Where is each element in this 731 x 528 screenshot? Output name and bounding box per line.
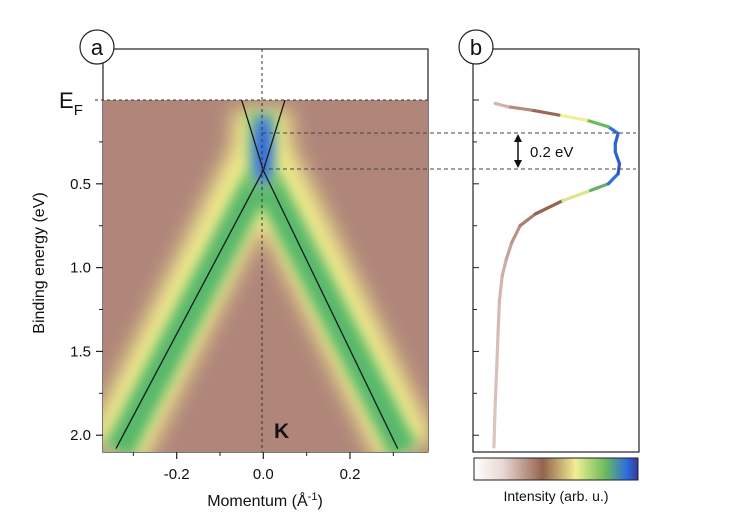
panel-b-badge — [458, 29, 494, 65]
x-tick-label: 0.2 — [340, 466, 361, 483]
panel-b-label: b — [470, 35, 482, 60]
edc-segment — [606, 172, 620, 186]
y-axis-title: Binding energy (eV) — [31, 192, 48, 333]
edc-segment — [613, 150, 622, 166]
y-tick-label: 0.5 — [70, 176, 91, 193]
panel-a-y-ticks: 0.5 1.0 1.5 2.0 — [70, 141, 103, 444]
dispersion-lines — [115, 100, 399, 449]
gap-arrow-head-up — [514, 134, 522, 142]
colorbar: Intensity (arb. u.) — [473, 457, 639, 504]
panel-b-y-ticks — [473, 99, 479, 436]
edc-segment — [529, 108, 561, 117]
edc-segment — [561, 188, 593, 203]
edc-segment — [557, 113, 589, 122]
panel-a: -0.2 0.0 0.2 0.5 1.0 1.5 2.0 K EF Momentum (Å… — [31, 29, 429, 510]
arpes-intensity-map — [103, 100, 428, 452]
energy-distribution-curve — [492, 101, 622, 449]
panel-a-label: a — [91, 35, 104, 60]
edc-segment — [495, 333, 500, 370]
dirac-core — [253, 114, 273, 186]
x-tick-label: -0.2 — [164, 466, 190, 483]
edc-segment — [533, 199, 565, 216]
edc-segment — [588, 182, 611, 193]
y-tick-label: 1.5 — [70, 343, 91, 360]
panel-a-badge — [79, 29, 115, 65]
k-point-label: K — [274, 420, 289, 443]
panel-b-frame — [472, 48, 640, 453]
edc-segment — [616, 162, 622, 176]
panel-a-x-ticks: -0.2 0.0 0.2 — [132, 452, 394, 483]
edc-segment — [493, 101, 510, 109]
edc-segment — [606, 125, 620, 136]
colorbar-gradient — [473, 457, 639, 481]
edc-segment — [584, 118, 611, 129]
edc-segment — [506, 105, 533, 112]
edc-segment — [496, 299, 501, 337]
edc-segment — [500, 257, 508, 278]
gap-label: 0.2 eV — [530, 144, 573, 161]
panel-b: 0.2 eV b — [262, 29, 640, 453]
x-axis-title: Momentum (Å-1) — [207, 491, 323, 510]
gap-arrow-head-down — [514, 160, 522, 168]
y-tick-label: 1.0 — [70, 260, 91, 277]
x-tick-label: 0.0 — [253, 466, 274, 483]
fermi-level-label: EF — [59, 88, 83, 119]
edc-segment — [510, 224, 522, 245]
gap-annotation: 0.2 eV — [514, 134, 573, 168]
edc-segment — [504, 240, 514, 261]
edc-segment — [493, 366, 499, 404]
edc-segment — [613, 131, 620, 146]
dispersion-line — [241, 100, 399, 449]
edc-segment — [518, 212, 537, 228]
edc-segment — [492, 400, 497, 449]
y-tick-label: 2.0 — [70, 427, 91, 444]
colorbar-label: Intensity (arb. u.) — [503, 488, 608, 504]
edc-segment — [497, 274, 504, 303]
